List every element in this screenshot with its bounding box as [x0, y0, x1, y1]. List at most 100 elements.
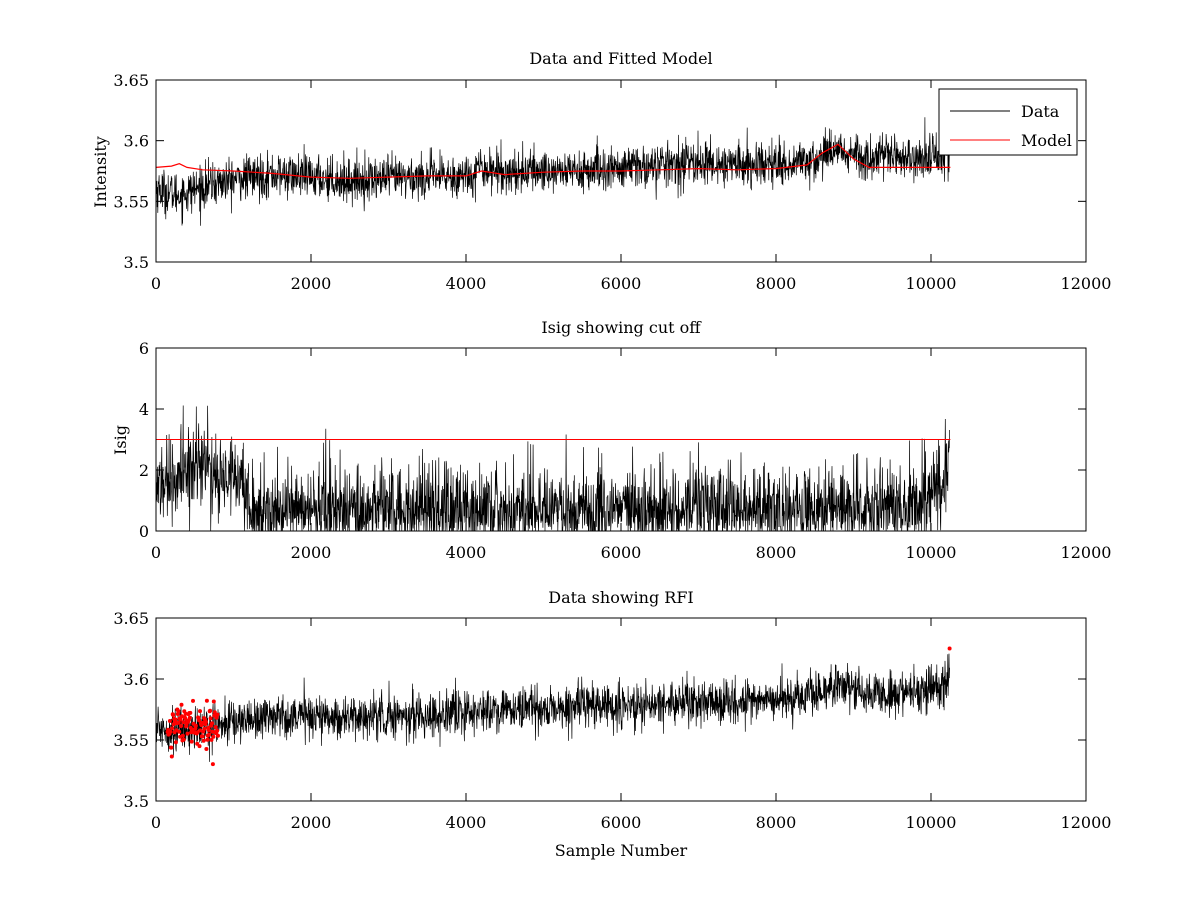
rfi-point [187, 715, 192, 720]
panel-data-and-fitted-model: Data and Fitted Model Intensity 0 2000 400… [91, 49, 1111, 293]
axes: 0 2000 4000 6000 8000 10000 12000 3.5 3.55 3.6 3.6… [113, 71, 1111, 293]
rfi-point [201, 738, 206, 743]
y-tick-label: 3.55 [113, 192, 149, 211]
x-tick-label: 4000 [446, 813, 487, 832]
y-tick-label: 4 [139, 400, 149, 419]
rfi-point [204, 747, 209, 751]
rfi-point [169, 745, 174, 750]
rfi-point [171, 713, 176, 717]
series-layer [156, 405, 951, 531]
rfi-point [210, 721, 214, 726]
x-tick-label: 8000 [756, 543, 797, 562]
x-tick-label: 0 [151, 543, 161, 562]
y-tick-label: 3.65 [113, 71, 149, 90]
rfi-point [173, 740, 178, 745]
x-tick-label: 12000 [1061, 543, 1112, 562]
x-tick-label: 12000 [1061, 274, 1112, 293]
rfi-point [211, 734, 216, 739]
x-axis-label: Sample Number [555, 841, 688, 860]
rfi-point [176, 709, 181, 714]
series-layer [156, 646, 952, 767]
rfi-point [180, 733, 185, 738]
x-tick-label: 10000 [906, 813, 957, 832]
rfi-point [197, 718, 202, 723]
rfi-point [181, 737, 186, 742]
rfi-point [168, 729, 173, 734]
x-tick-label: 4000 [446, 543, 487, 562]
panel-data-showing-rfi: Data showing RFI Sample Number 0 2000 4000… [113, 588, 1111, 860]
rfi-point [213, 725, 218, 730]
series-line-model [156, 143, 951, 179]
legend-label-model: Model [1021, 131, 1072, 150]
rfi-point [206, 728, 211, 733]
y-tick-label: 3.6 [124, 132, 149, 151]
rfi-point [215, 728, 220, 733]
y-axis-label: Isig [111, 425, 130, 455]
y-tick-label: 2 [139, 461, 149, 480]
panel-title: Isig showing cut off [541, 318, 702, 337]
y-axis-label: Intensity [91, 136, 110, 208]
rfi-point [173, 717, 178, 722]
x-tick-label: 6000 [601, 543, 642, 562]
rfi-point [205, 737, 210, 742]
rfi-point [185, 731, 190, 736]
rfi-point [208, 716, 213, 721]
rfi-point [208, 708, 213, 713]
rfi-point [198, 709, 202, 714]
x-tick-label: 10000 [906, 543, 957, 562]
rfi-point [210, 762, 215, 767]
rfi-point [207, 732, 212, 737]
rfi-point [178, 717, 183, 722]
rfi-point [197, 744, 202, 749]
panel-title: Data and Fitted Model [529, 49, 712, 68]
x-tick-label: 6000 [601, 274, 642, 293]
x-tick-label: 8000 [756, 274, 797, 293]
x-tick-label: 2000 [291, 543, 332, 562]
series-line-isig [156, 405, 950, 531]
rfi-point [179, 702, 184, 707]
plot-area [156, 646, 952, 767]
y-tick-label: 3.5 [124, 253, 149, 272]
rfi-point [188, 710, 193, 715]
x-tick-label: 0 [151, 274, 161, 293]
rfi-point [191, 698, 195, 703]
axes: 0 2000 4000 6000 8000 10000 12000 0 2 4 6 [139, 339, 1112, 562]
y-tick-label: 0 [139, 522, 149, 541]
y-tick-label: 3.55 [113, 731, 149, 750]
rfi-point [216, 733, 220, 738]
series-line-data [156, 653, 950, 762]
x-tick-label: 10000 [906, 274, 957, 293]
rfi-point [201, 729, 206, 734]
y-tick-label: 3.65 [113, 609, 149, 628]
axes: 0 2000 4000 6000 8000 10000 12000 3.5 3.55 3.6 3.6… [113, 609, 1111, 832]
rfi-point [179, 724, 183, 728]
x-tick-label: 0 [151, 813, 161, 832]
rfi-point [181, 720, 186, 725]
rfi-point [193, 723, 198, 728]
rfi-point [170, 726, 175, 731]
rfi-point [200, 734, 205, 739]
plot-area [156, 405, 951, 531]
panel-isig-showing-cut-off: Isig showing cut off Isig 0 2000 4000 6000 8… [111, 318, 1111, 562]
rfi-point [189, 739, 194, 744]
plot-area [156, 117, 951, 226]
rfi-point [167, 719, 172, 723]
rfi-point [200, 720, 205, 725]
legend-box [938, 88, 1078, 156]
series-layer [156, 117, 951, 226]
x-tick-label: 6000 [601, 813, 642, 832]
rfi-point [204, 719, 208, 724]
rfi-point [176, 720, 181, 725]
x-tick-label: 2000 [291, 813, 332, 832]
y-tick-label: 3.5 [124, 792, 149, 811]
x-tick-label: 4000 [446, 274, 487, 293]
series-line-data [156, 117, 950, 226]
rfi-point [204, 698, 209, 703]
rfi-point [211, 699, 216, 704]
rfi-point [177, 729, 182, 734]
rfi-point [214, 715, 219, 720]
x-tick-label: 12000 [1061, 813, 1112, 832]
rfi-point [202, 726, 207, 731]
legend: Data Model [938, 88, 1078, 156]
